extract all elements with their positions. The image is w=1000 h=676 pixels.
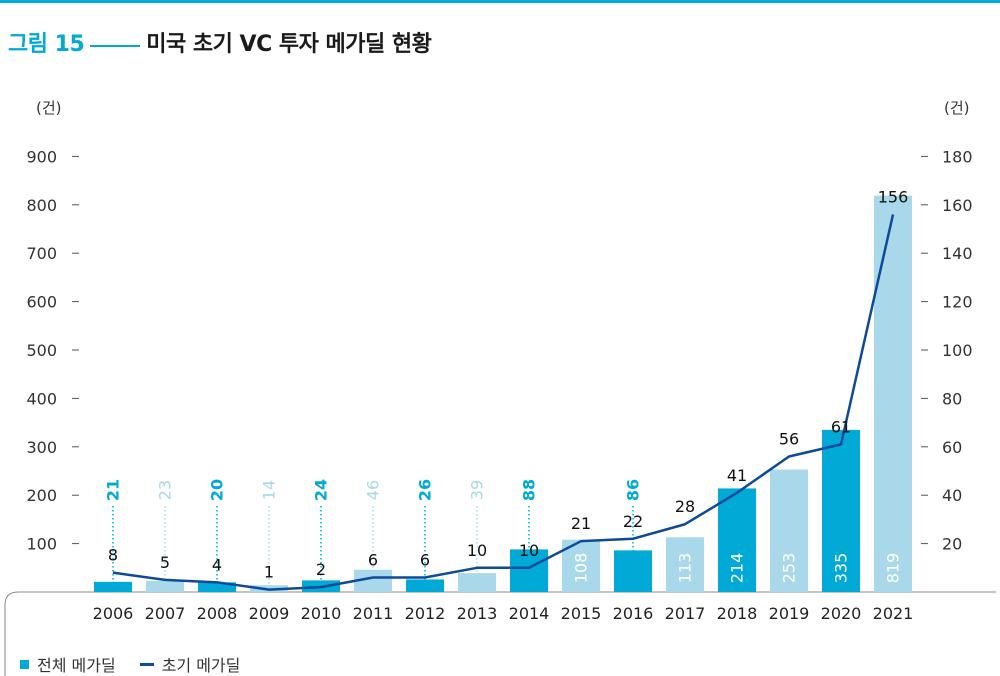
bar-total (510, 549, 548, 592)
bar-value-label: 46 (364, 480, 383, 500)
x-tick-label: 2016 (613, 604, 654, 623)
line-value-label: 56 (779, 429, 799, 448)
line-value-label: 5 (160, 553, 170, 572)
x-tick-label: 2019 (769, 604, 810, 623)
line-value-label: 28 (675, 497, 695, 516)
line-value-label: 8 (108, 546, 118, 565)
x-axis-line (4, 591, 996, 676)
x-tick-label: 2007 (145, 604, 186, 623)
bar-total (354, 569, 392, 592)
bar-value-label: 819 (884, 553, 903, 584)
line-value-label: 10 (467, 541, 487, 560)
bar-value-label: 20 (208, 479, 227, 501)
y-left-tick-label: 300 (26, 438, 57, 457)
bar-total (666, 537, 704, 592)
y-right-tick-label: 180 (942, 147, 973, 166)
bar-total (458, 573, 496, 592)
top-accent-rule (0, 0, 1000, 3)
bar-value-label: 108 (572, 553, 591, 584)
bar-value-label: 26 (416, 479, 435, 501)
line-value-label: 21 (571, 514, 591, 533)
y-right-tick-label: 80 (942, 389, 962, 408)
y-left-tick-label: 400 (26, 389, 57, 408)
x-tick-label: 2020 (821, 604, 862, 623)
bar-value-label: 113 (676, 553, 695, 584)
title-separator (90, 45, 141, 47)
y-left-tick-label: 200 (26, 486, 57, 505)
bar-total (874, 195, 912, 592)
legend-item-early: 초기 메가딜 (139, 652, 241, 676)
y-right-tick-label: 140 (942, 244, 973, 263)
figure-title: 그림 15 미국 초기 VC 투자 메가딜 현황 (8, 26, 432, 58)
line-value-label: 22 (623, 512, 643, 531)
bar-total (198, 582, 236, 592)
line-value-label: 6 (368, 550, 378, 569)
line-value-label: 156 (878, 187, 909, 206)
y-right-tick-label: 20 (942, 535, 962, 554)
bar-value-label: 253 (780, 553, 799, 584)
y-left-unit: (건) (36, 99, 62, 117)
y-right-tick-label: 40 (942, 486, 962, 505)
bar-value-label: 335 (832, 553, 851, 584)
x-tick-label: 2012 (405, 604, 446, 623)
legend-swatch-total (20, 659, 29, 669)
bar-value-label: 88 (520, 479, 539, 501)
x-tick-label: 2014 (509, 604, 550, 623)
figure-title-text: 미국 초기 VC 투자 메가딜 현황 (146, 32, 432, 57)
y-left-tick-label: 800 (26, 196, 57, 215)
bar-total (146, 580, 184, 592)
x-tick-label: 2010 (301, 604, 342, 623)
y-right-tick-label: 100 (942, 341, 973, 360)
bar-total (406, 579, 444, 592)
legend-swatch-early (139, 662, 154, 666)
y-right-tick-label: 60 (942, 438, 962, 457)
line-value-label: 41 (727, 466, 747, 485)
legend-item-total: 전체 메가딜 (20, 652, 116, 676)
bar-total (614, 550, 652, 592)
bar-total (822, 429, 860, 592)
bar-value-label: 39 (468, 480, 487, 500)
bar-total (718, 488, 756, 592)
bar-value-label: 86 (624, 479, 643, 501)
line-value-label: 61 (831, 417, 851, 436)
bar-value-label: 21 (104, 479, 123, 501)
bar-value-label: 23 (156, 480, 175, 500)
bar-value-label: 24 (312, 479, 331, 501)
legend-label-total: 전체 메가딜 (37, 656, 116, 675)
y-right-tick-label: 120 (942, 293, 973, 312)
y-right-unit: (건) (944, 99, 970, 117)
x-tick-label: 2009 (249, 604, 290, 623)
y-left-tick-label: 700 (26, 244, 57, 263)
y-left-tick-label: 500 (26, 341, 57, 360)
x-tick-label: 2021 (873, 604, 914, 623)
y-left-tick-label: 900 (26, 147, 57, 166)
x-tick-label: 2008 (197, 604, 238, 623)
line-early-megadeals (112, 214, 895, 591)
y-left-tick-label: 100 (26, 535, 57, 554)
y-right-tick-label: 160 (942, 196, 973, 215)
line-value-label: 4 (212, 555, 222, 574)
x-tick-label: 2006 (93, 604, 134, 623)
legend: 전체 메가딜 초기 메가딜 (20, 652, 264, 676)
bar-value-label: 14 (260, 480, 279, 500)
line-value-label: 2 (316, 560, 326, 579)
figure-number: 그림 15 (8, 32, 85, 57)
x-tick-label: 2011 (353, 604, 394, 623)
bar-value-label: 214 (728, 553, 747, 584)
x-tick-label: 2017 (665, 604, 706, 623)
x-tick-label: 2013 (457, 604, 498, 623)
bar-total (94, 581, 132, 592)
y-left-tick-label: 600 (26, 293, 57, 312)
line-value-label: 1 (264, 563, 274, 582)
bar-total (770, 469, 808, 592)
line-value-label: 10 (519, 541, 539, 560)
x-tick-label: 2015 (561, 604, 602, 623)
line-value-label: 6 (420, 550, 430, 569)
legend-label-early: 초기 메가딜 (161, 656, 241, 675)
x-tick-label: 2018 (717, 604, 758, 623)
